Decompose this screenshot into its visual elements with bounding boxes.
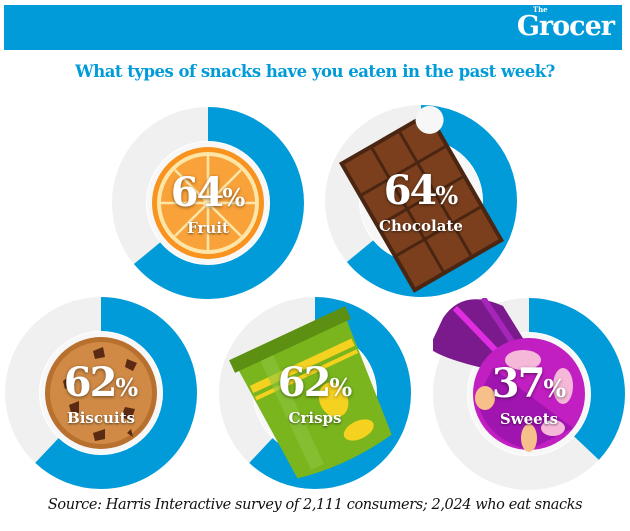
donut-sweets: 37% Sweets bbox=[433, 298, 625, 490]
chocolate-bar-icon bbox=[338, 105, 505, 293]
percentage-value: 64% bbox=[383, 167, 459, 214]
donut-fruit: 64% Fruit bbox=[112, 107, 304, 299]
percentage-value: 62% bbox=[277, 359, 353, 406]
donut-biscuits: 62% Biscuits bbox=[5, 297, 197, 489]
donut-chart bbox=[325, 105, 517, 297]
category-label: Chocolate bbox=[379, 217, 463, 235]
percentage-value: 37% bbox=[491, 360, 567, 407]
donut-chocolate: 64% Chocolate bbox=[325, 105, 517, 297]
category-label: Fruit bbox=[187, 219, 229, 237]
chart-title: What types of snacks have you eaten in t… bbox=[75, 62, 555, 81]
source-note: Source: Harris Interactive survey of 2,1… bbox=[47, 497, 583, 513]
percentage-value: 62% bbox=[63, 359, 139, 406]
header-bar: The Grocer bbox=[4, 5, 622, 50]
category-label: Crisps bbox=[288, 409, 342, 427]
percentage-value: 64% bbox=[170, 169, 246, 216]
grocer-logo: The Grocer bbox=[516, 6, 615, 44]
category-label: Biscuits bbox=[67, 409, 135, 427]
donut-chart bbox=[219, 297, 411, 489]
donut-chart bbox=[112, 107, 304, 299]
logo-the: The bbox=[532, 5, 548, 14]
wrapped-sweet-icon bbox=[433, 298, 585, 452]
donut-crisps: 62% Crisps bbox=[219, 297, 411, 489]
cookie-icon bbox=[45, 337, 157, 449]
donut-chart bbox=[433, 298, 625, 490]
donut-chart bbox=[5, 297, 197, 489]
crisp-packet-icon bbox=[229, 306, 392, 479]
category-label: Sweets bbox=[499, 410, 559, 428]
logo-text: Grocer bbox=[516, 11, 615, 42]
orange-slice-icon bbox=[152, 147, 264, 259]
